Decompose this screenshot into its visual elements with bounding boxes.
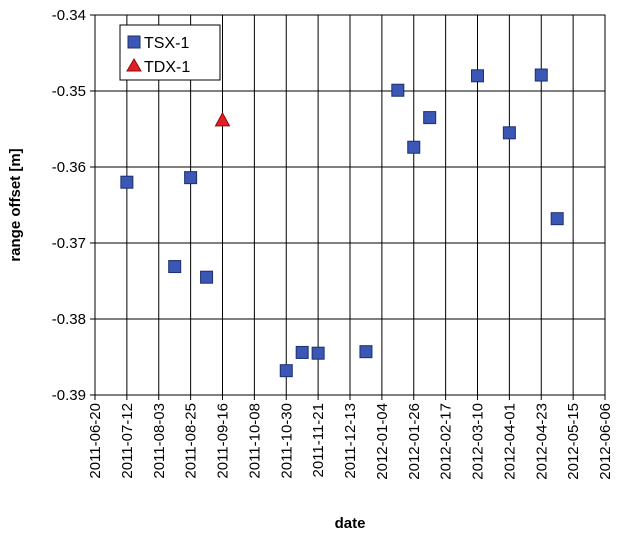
x-tick-label: 2012-02-17 xyxy=(438,403,455,480)
tsx-1-point xyxy=(168,260,182,274)
tsx-1-point xyxy=(184,171,198,185)
x-tick-label: 2011-09-16 xyxy=(215,403,232,479)
tsx-1-point xyxy=(471,69,484,83)
legend-label-tsx-1: TSX-1 xyxy=(144,35,189,52)
y-tick-label: -0.36 xyxy=(52,159,86,176)
tsx-1-point xyxy=(120,175,134,189)
y-axis-title: range offset [m] xyxy=(7,148,24,261)
y-tick-label: -0.38 xyxy=(52,311,86,328)
tsx-1-point xyxy=(391,83,405,97)
x-axis-title: date xyxy=(335,515,366,532)
legend-square-marker xyxy=(127,35,141,49)
tsx-1-point xyxy=(295,345,309,359)
tsx-1-point xyxy=(534,68,548,82)
tsx-1-point xyxy=(423,111,437,125)
y-tick-label: -0.39 xyxy=(52,387,86,404)
x-tick-label: 2011-11-21 xyxy=(310,403,327,478)
legend: TSX-1 TDX-1 xyxy=(119,24,221,81)
x-tick-label: 2012-03-10 xyxy=(470,403,487,480)
tsx-1-point xyxy=(200,270,214,284)
x-tick-label: 2012-01-04 xyxy=(374,403,391,480)
tsx-1-point xyxy=(311,346,325,360)
x-tick-label: 2011-10-30 xyxy=(278,403,295,479)
x-tick-label: 2012-05-15 xyxy=(565,403,582,480)
x-tick-label: 2012-01-26 xyxy=(406,403,423,480)
tdx-1-point xyxy=(214,111,231,127)
x-tick-label: 2011-06-20 xyxy=(87,403,104,479)
x-tick-label: 2011-08-25 xyxy=(183,403,200,479)
x-tick-label: 2011-07-12 xyxy=(119,403,136,479)
y-tick-label: -0.37 xyxy=(52,235,86,252)
x-tick-label: 2011-10-08 xyxy=(246,403,263,479)
x-tick-label: 2011-08-03 xyxy=(151,403,168,479)
data-points xyxy=(120,68,564,378)
tsx-1-point xyxy=(407,140,421,154)
y-tick-labels: -0.34 -0.35 -0.36 -0.37 -0.38 -0.39 xyxy=(52,7,86,404)
legend-label-tdx-1: TDX-1 xyxy=(144,59,190,76)
legend-triangle-marker xyxy=(126,58,142,72)
tsx-1-point xyxy=(359,345,373,359)
x-tick-label: 2012-06-06 xyxy=(597,403,614,480)
tsx-1-point xyxy=(279,364,293,378)
x-tick-label: 2012-04-23 xyxy=(533,403,550,480)
x-tick-label: 2012-04-01 xyxy=(501,403,518,480)
y-tick-label: -0.34 xyxy=(52,7,86,24)
tsx-1-point xyxy=(550,212,564,226)
x-tick-label: 2011-12-13 xyxy=(342,403,359,479)
y-tick-label: -0.35 xyxy=(52,83,86,100)
tsx-1-point xyxy=(502,126,516,140)
x-tick-labels: 2011-06-20 2011-07-12 2011-08-03 2011-08-25… xyxy=(87,403,614,480)
plot-frame xyxy=(94,14,606,396)
